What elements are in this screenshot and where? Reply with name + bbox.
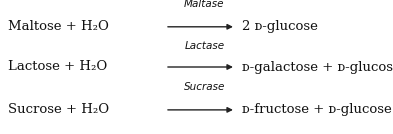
Text: ᴅ-galactose + ᴅ-glucose: ᴅ-galactose + ᴅ-glucose (242, 60, 393, 74)
Text: ᴅ-fructose + ᴅ-glucose: ᴅ-fructose + ᴅ-glucose (242, 103, 391, 116)
Text: Sucrase: Sucrase (184, 82, 225, 92)
Text: Lactase: Lactase (184, 41, 224, 51)
Text: Lactose + H₂O: Lactose + H₂O (8, 60, 107, 74)
Text: Maltose + H₂O: Maltose + H₂O (8, 20, 109, 33)
Text: 2 ᴅ-glucose: 2 ᴅ-glucose (242, 20, 318, 33)
Text: Maltase: Maltase (184, 0, 225, 9)
Text: Sucrose + H₂O: Sucrose + H₂O (8, 103, 109, 116)
